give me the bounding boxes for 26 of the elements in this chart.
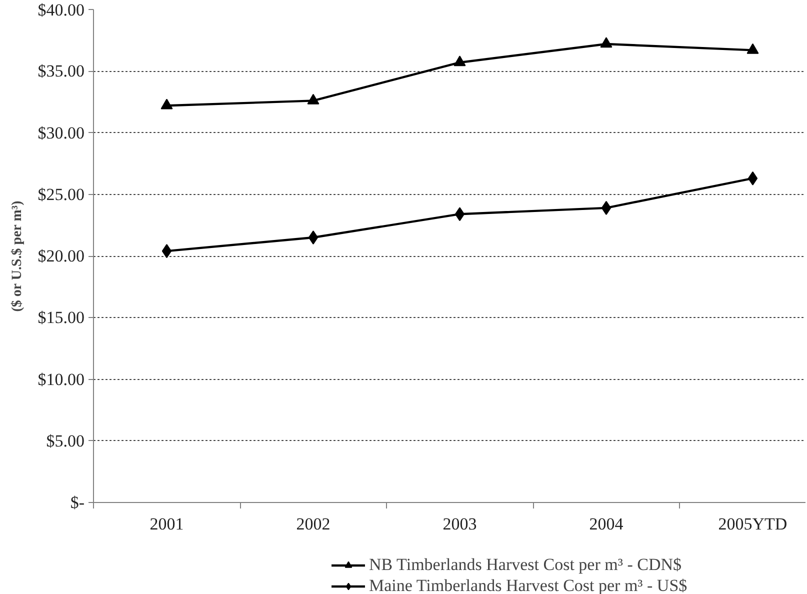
point: [307, 94, 320, 104]
y-tick-label: $30.00: [38, 123, 84, 142]
point: [600, 37, 612, 48]
y-tick-label: $35.00: [38, 62, 84, 81]
point: [748, 171, 758, 186]
y-tick-label: $10.00: [38, 370, 84, 389]
point: [454, 207, 465, 222]
legend-label: NB Timberlands Harvest Cost per m³ - CDN$: [369, 555, 682, 575]
x-tick-label: 2004: [589, 514, 624, 534]
y-tick-label: $20.00: [38, 246, 84, 266]
x-tick-label: 2002: [296, 514, 330, 534]
point: [162, 244, 172, 258]
y-tick-label: $40.00: [38, 0, 84, 20]
point: [308, 230, 318, 245]
y-tick-label: $15.00: [38, 308, 84, 328]
point: [746, 43, 759, 54]
x-tick-label: 2003: [442, 514, 477, 534]
y-axis-title: ($ or U.S.$ per m³): [10, 200, 25, 312]
y-tick-label: $25.00: [38, 184, 84, 204]
point: [454, 56, 466, 66]
y-tick-label: $-: [70, 493, 85, 512]
x-tick-label: 2005YTD: [718, 514, 788, 534]
point: [160, 98, 173, 110]
y-tick-label: $5.00: [46, 431, 84, 450]
x-tick-label: 2001: [150, 514, 184, 534]
point: [601, 200, 612, 215]
